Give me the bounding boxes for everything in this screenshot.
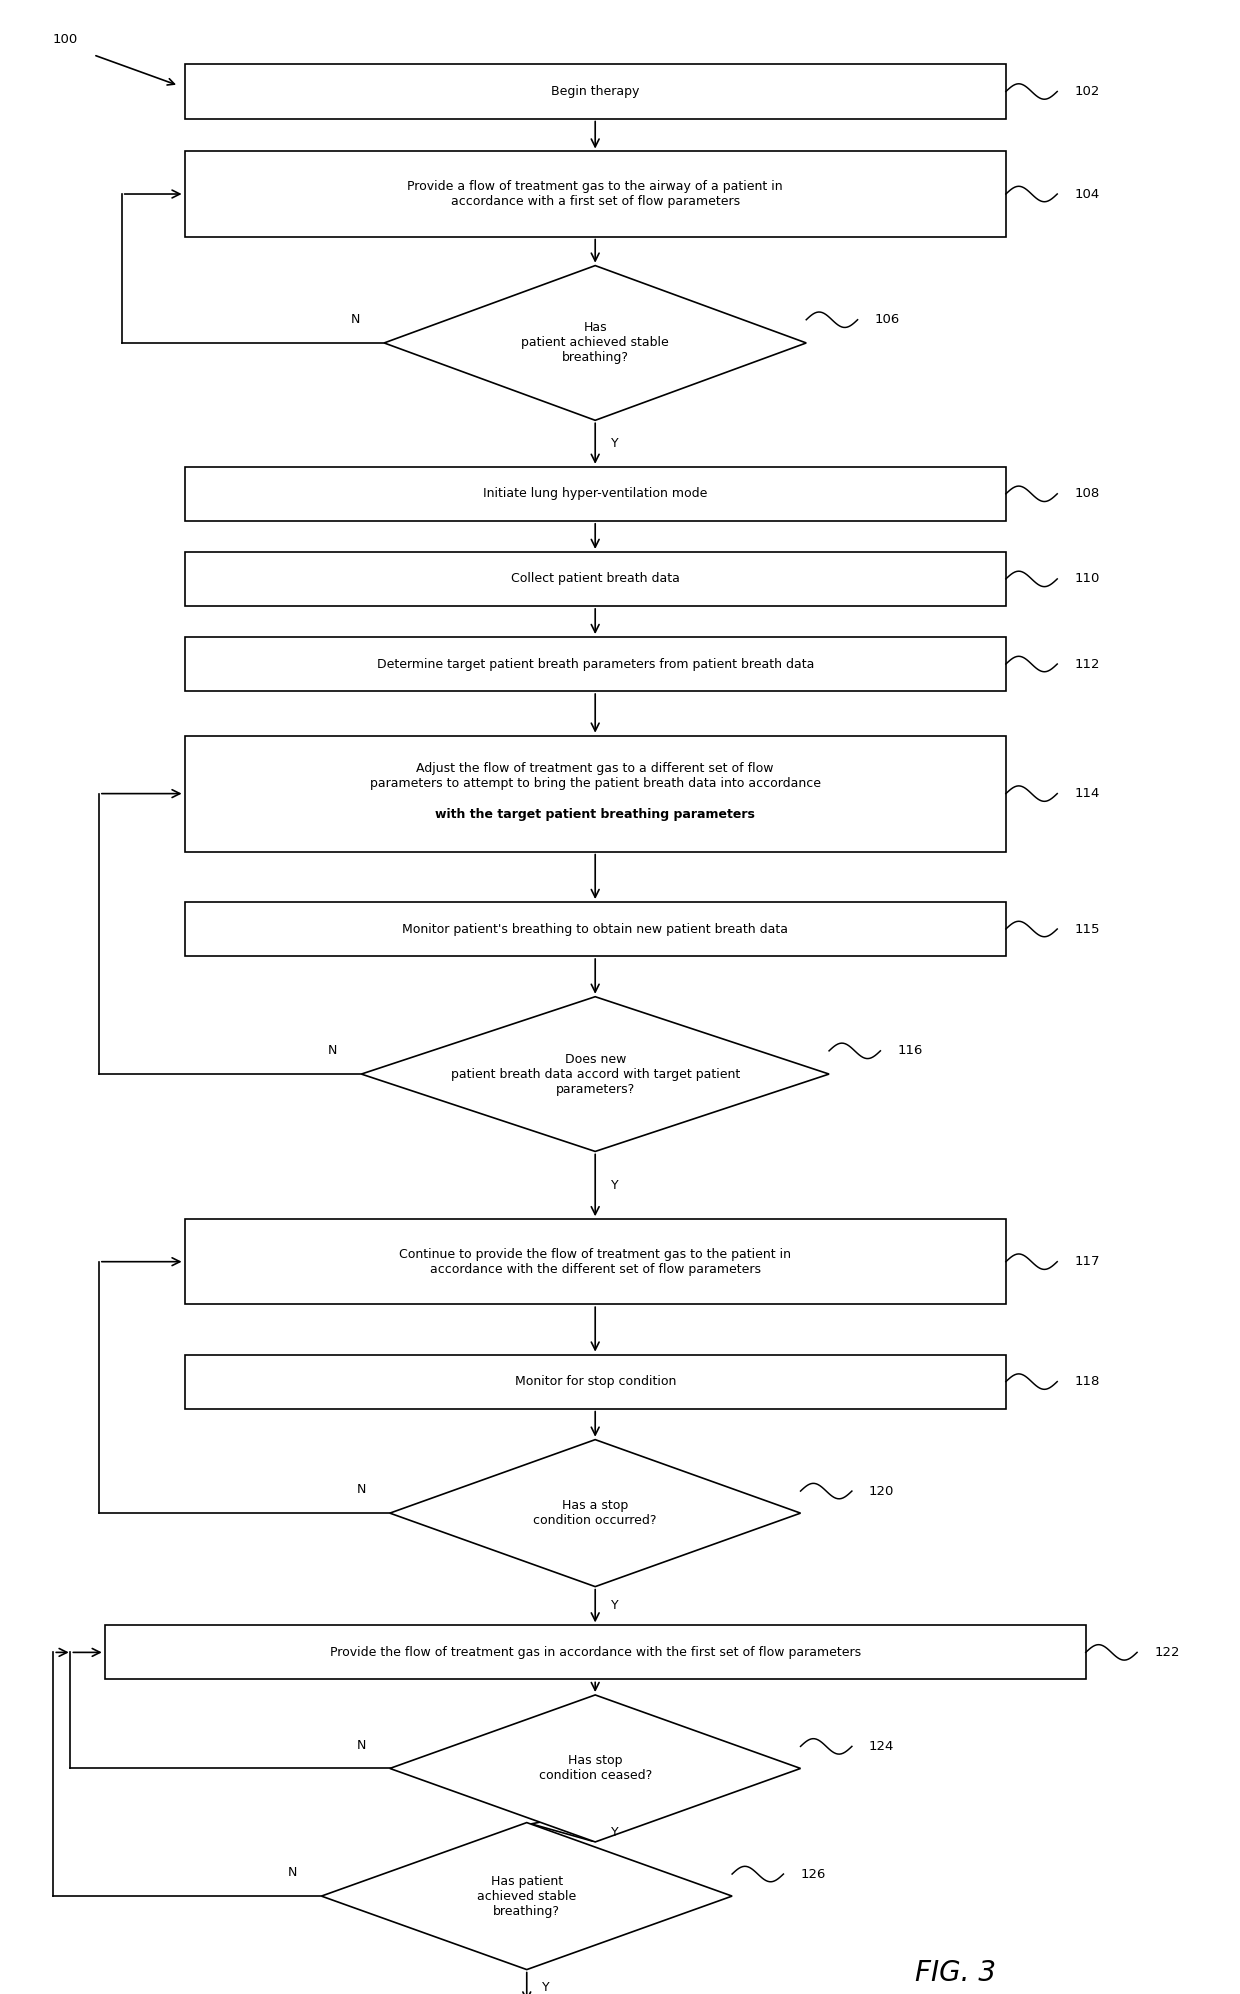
Text: Has patient
achieved stable
breathing?: Has patient achieved stable breathing?	[477, 1874, 577, 1918]
Text: Has
patient achieved stable
breathing?: Has patient achieved stable breathing?	[521, 321, 670, 365]
Polygon shape	[321, 1823, 732, 1970]
Text: 124: 124	[869, 1741, 894, 1753]
Text: Initiate lung hyper-ventilation mode: Initiate lung hyper-ventilation mode	[484, 487, 707, 500]
Text: 126: 126	[801, 1868, 826, 1880]
Text: Has stop
condition ceased?: Has stop condition ceased?	[538, 1755, 652, 1783]
Text: 106: 106	[874, 313, 900, 327]
Text: Y: Y	[611, 437, 619, 451]
Polygon shape	[384, 265, 806, 421]
Text: 120: 120	[869, 1486, 894, 1497]
Text: N: N	[357, 1484, 366, 1496]
FancyBboxPatch shape	[185, 736, 1006, 851]
Text: Y: Y	[542, 1980, 551, 1994]
Text: 112: 112	[1074, 658, 1100, 670]
Text: 110: 110	[1074, 572, 1100, 586]
Text: Has a stop
condition occurred?: Has a stop condition occurred?	[533, 1499, 657, 1527]
Text: N: N	[288, 1866, 298, 1880]
Text: 114: 114	[1074, 788, 1100, 800]
Text: 116: 116	[898, 1045, 923, 1057]
Text: Continue to provide the flow of treatment gas to the patient in
accordance with : Continue to provide the flow of treatmen…	[399, 1248, 791, 1276]
FancyBboxPatch shape	[185, 64, 1006, 118]
Text: 122: 122	[1154, 1645, 1179, 1659]
Text: Monitor patient's breathing to obtain new patient breath data: Monitor patient's breathing to obtain ne…	[402, 923, 789, 935]
Text: N: N	[357, 1739, 366, 1751]
Text: 118: 118	[1074, 1376, 1100, 1388]
FancyBboxPatch shape	[185, 152, 1006, 237]
Text: FIG. 3: FIG. 3	[915, 1960, 996, 1988]
Text: 108: 108	[1074, 487, 1100, 500]
Text: 117: 117	[1074, 1254, 1100, 1268]
Text: N: N	[351, 313, 361, 327]
Text: Provide the flow of treatment gas in accordance with the first set of flow param: Provide the flow of treatment gas in acc…	[330, 1645, 861, 1659]
Text: Y: Y	[611, 1599, 619, 1613]
Polygon shape	[389, 1440, 801, 1587]
Text: Begin therapy: Begin therapy	[551, 86, 640, 98]
FancyBboxPatch shape	[185, 467, 1006, 520]
Polygon shape	[389, 1695, 801, 1842]
FancyBboxPatch shape	[185, 1218, 1006, 1304]
Text: Monitor for stop condition: Monitor for stop condition	[515, 1376, 676, 1388]
Text: with the target patient breathing parameters: with the target patient breathing parame…	[435, 808, 755, 822]
Text: 104: 104	[1074, 187, 1100, 201]
Text: 115: 115	[1074, 923, 1100, 935]
Text: Does new
patient breath data accord with target patient
parameters?: Does new patient breath data accord with…	[450, 1053, 740, 1095]
Text: N: N	[329, 1045, 337, 1057]
FancyBboxPatch shape	[185, 1354, 1006, 1408]
FancyBboxPatch shape	[185, 552, 1006, 606]
FancyBboxPatch shape	[104, 1625, 1086, 1679]
FancyBboxPatch shape	[185, 901, 1006, 955]
Text: Provide a flow of treatment gas to the airway of a patient in
accordance with a : Provide a flow of treatment gas to the a…	[408, 179, 782, 207]
Text: 102: 102	[1074, 86, 1100, 98]
Text: Adjust the flow of treatment gas to a different set of flow
parameters to attemp: Adjust the flow of treatment gas to a di…	[370, 762, 821, 790]
Text: Y: Y	[611, 1827, 619, 1838]
Polygon shape	[361, 997, 830, 1151]
Text: Determine target patient breath parameters from patient breath data: Determine target patient breath paramete…	[377, 658, 813, 670]
Text: Y: Y	[611, 1178, 619, 1192]
Text: Collect patient breath data: Collect patient breath data	[511, 572, 680, 586]
Text: 100: 100	[52, 32, 77, 46]
FancyBboxPatch shape	[185, 636, 1006, 692]
